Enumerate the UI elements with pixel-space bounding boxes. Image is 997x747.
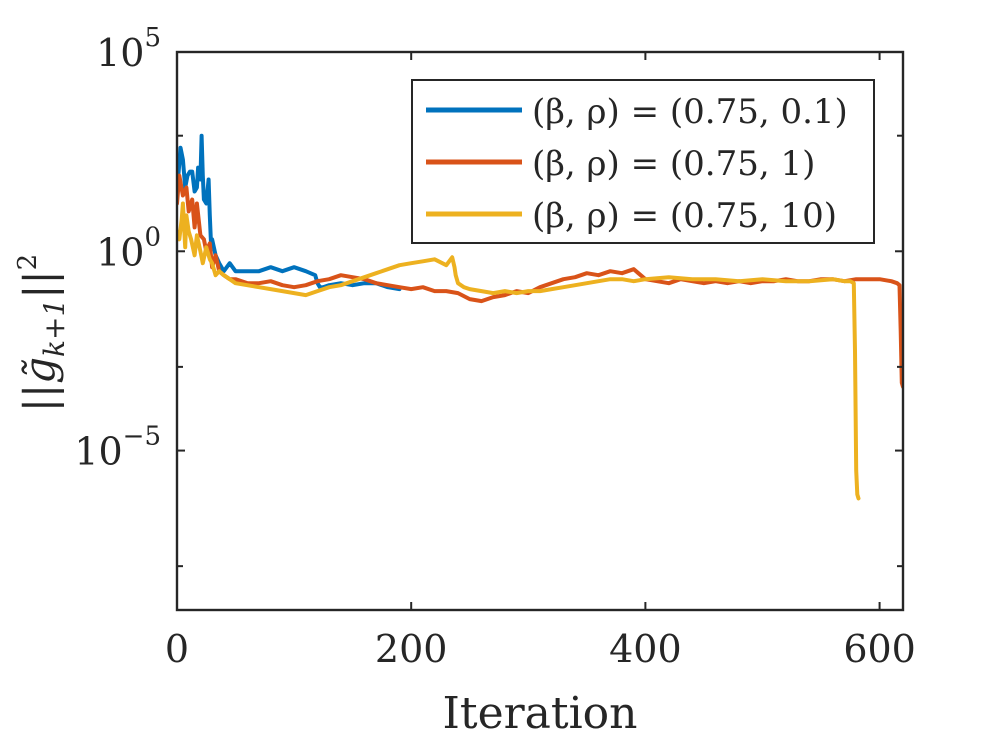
y-tick-label: 10−5 xyxy=(74,422,161,474)
ticks-layer: 0 200 400 600 105 100 10−5 xyxy=(74,23,916,671)
y-label-subscript: k+1 xyxy=(38,299,71,357)
y-tick-label: 105 xyxy=(96,23,161,75)
x-tick-label: 0 xyxy=(165,627,189,671)
legend: (β, ρ) = (0.75, 0.1) (β, ρ) = (0.75, 1) (β… xyxy=(411,79,875,244)
y-tick-label: 100 xyxy=(96,222,161,274)
series-line-3 xyxy=(177,201,861,501)
y-label-superscript: 2 xyxy=(13,254,43,271)
legend-label-2: (β, ρ) = (0.75, 1) xyxy=(532,144,815,184)
legend-label-1: (β, ρ) = (0.75, 0.1) xyxy=(532,92,848,132)
y-label-symbol: g̃ xyxy=(15,357,64,384)
y-label-norm-open: || xyxy=(15,384,64,412)
svg-text:||g̃k+1||2: ||g̃k+1||2 xyxy=(13,254,71,412)
series-layer xyxy=(177,133,903,501)
x-tick-label: 200 xyxy=(375,627,448,671)
y-axis-label: ||g̃k+1||2 xyxy=(13,254,71,412)
plot-area-frame xyxy=(175,50,905,612)
y-label-norm-close: || xyxy=(15,270,64,298)
x-tick-label: 400 xyxy=(609,627,682,671)
x-axis-label: Iteration xyxy=(443,688,638,739)
x-tick-label: 600 xyxy=(843,627,916,671)
legend-label-3: (β, ρ) = (0.75, 10) xyxy=(532,196,837,236)
